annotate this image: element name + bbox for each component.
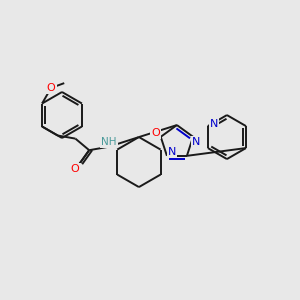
Text: NH: NH: [101, 137, 117, 147]
Text: N: N: [168, 147, 176, 157]
Text: N: N: [192, 137, 200, 147]
Text: O: O: [71, 164, 80, 174]
Text: N: N: [210, 119, 218, 129]
Text: O: O: [152, 128, 160, 138]
Text: O: O: [47, 83, 56, 93]
